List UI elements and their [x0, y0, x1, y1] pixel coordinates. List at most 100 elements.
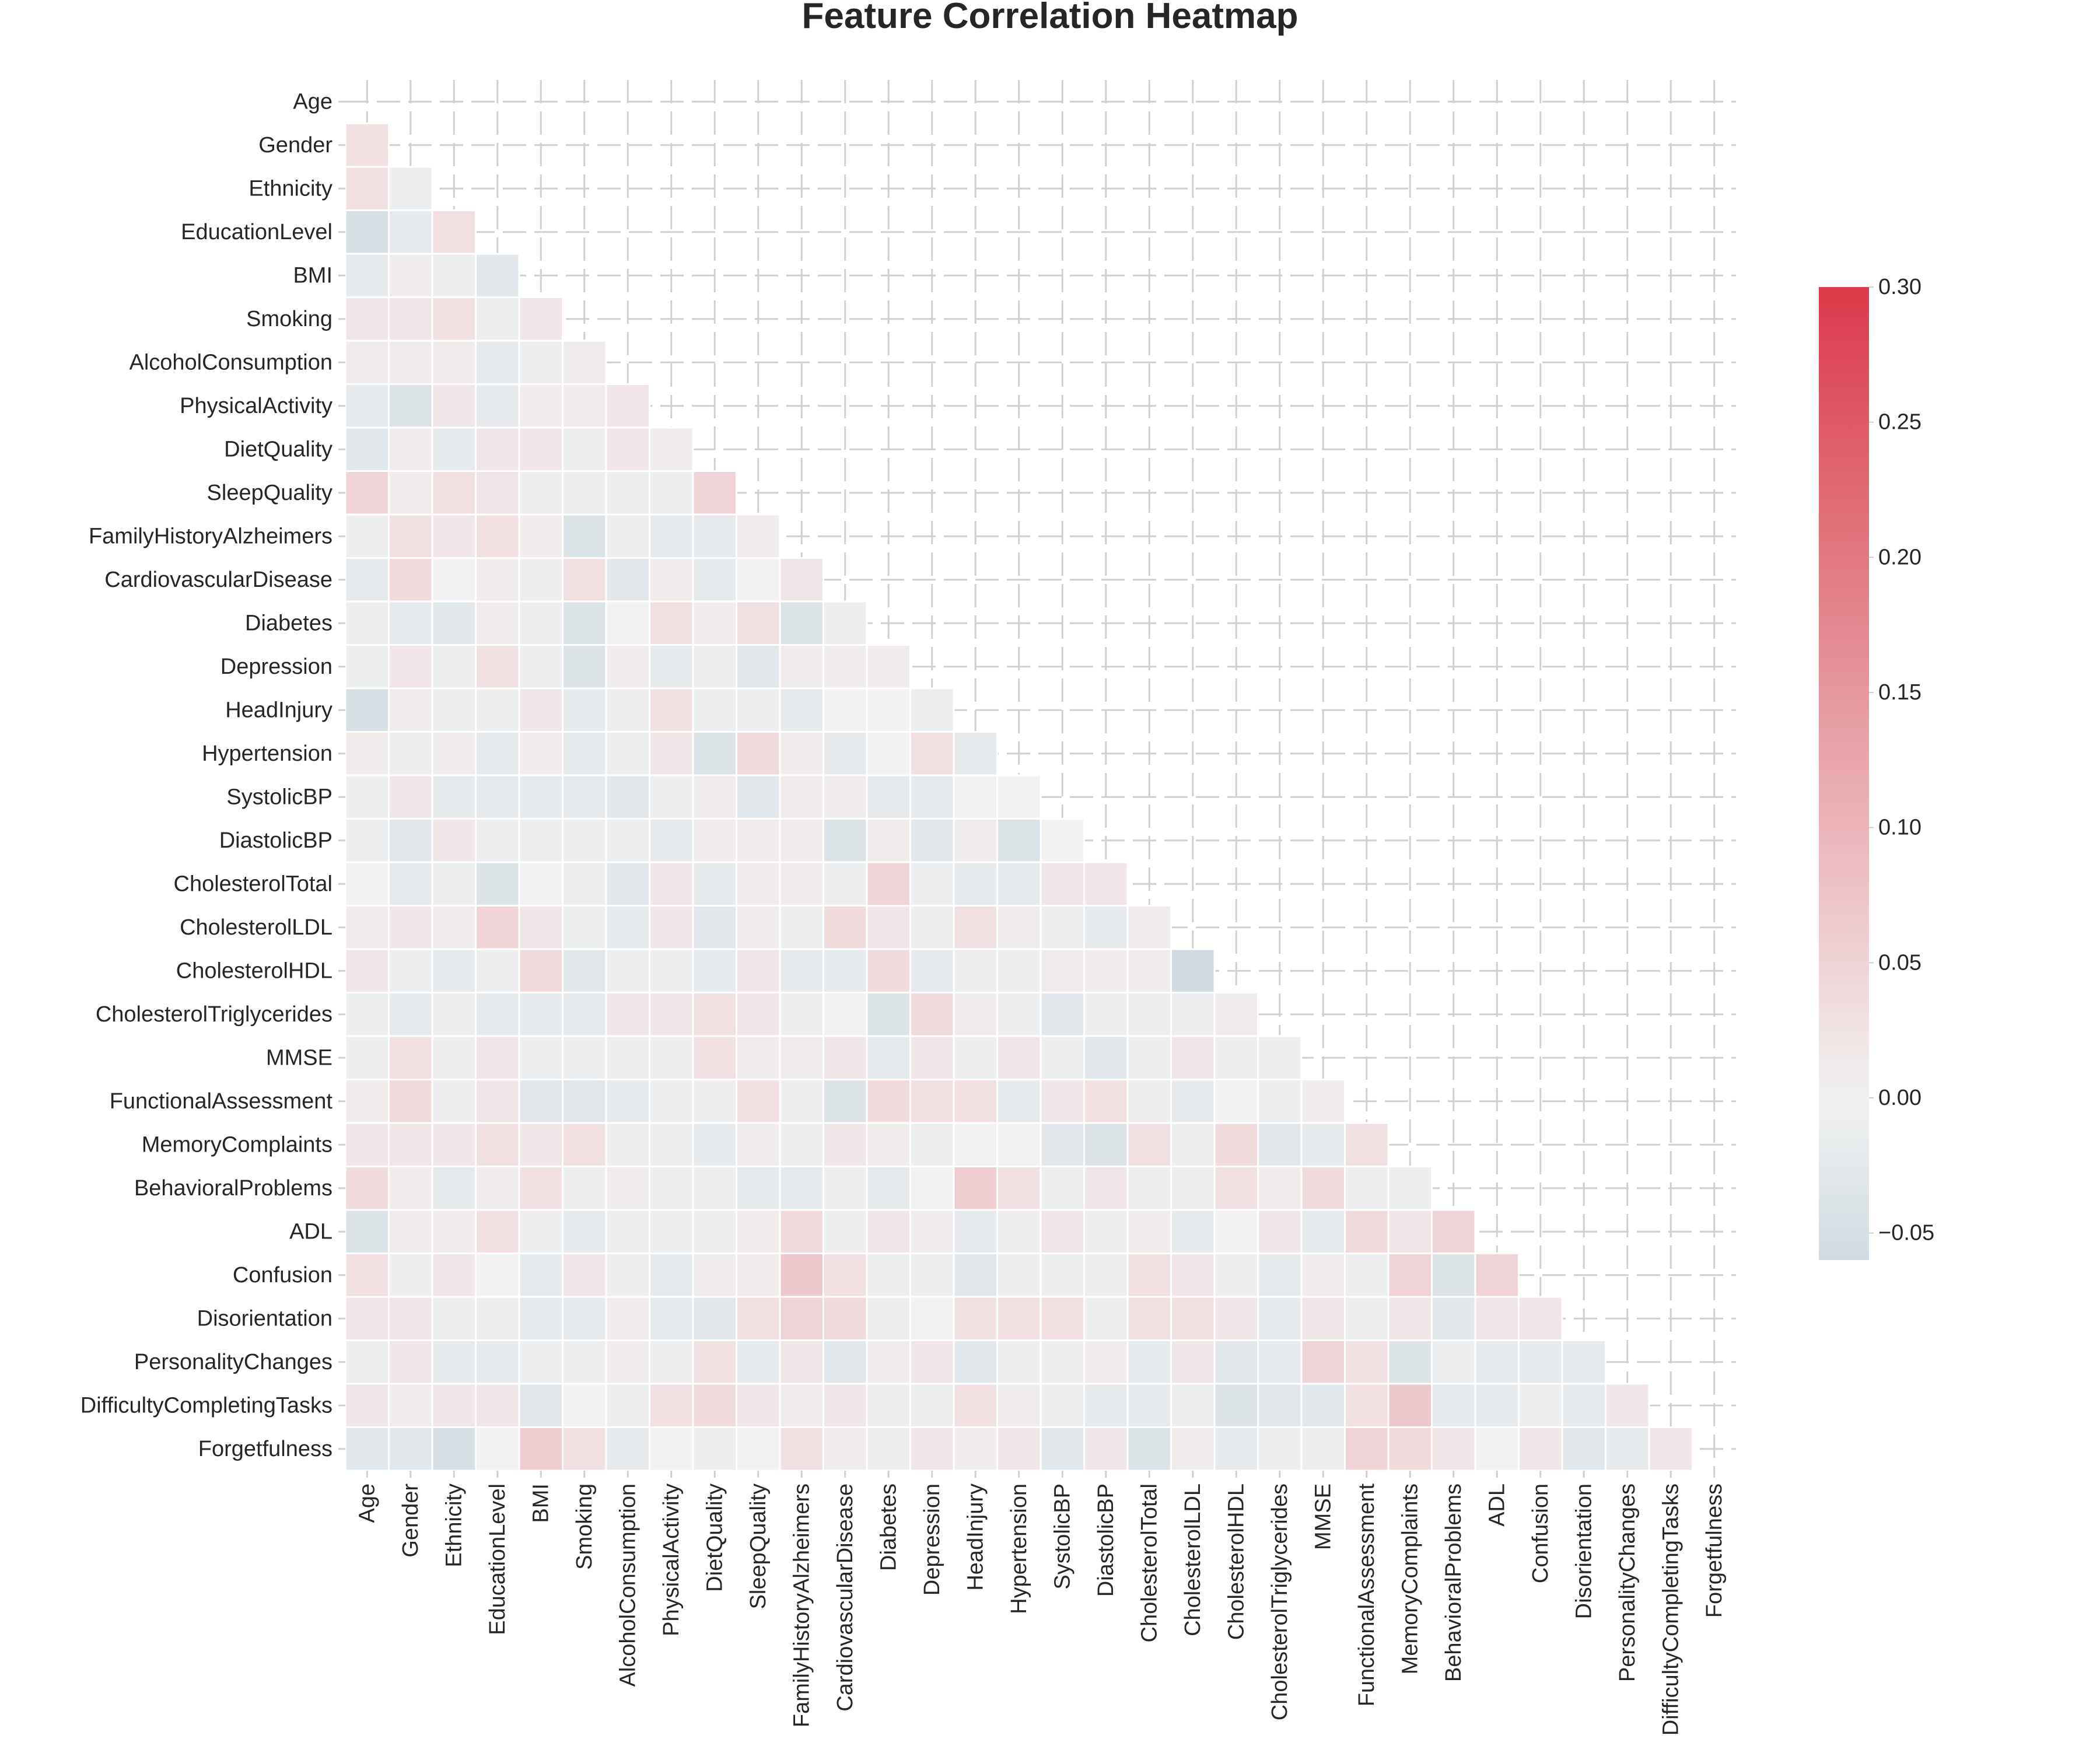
heatmap-cell — [1474, 1383, 1520, 1428]
heatmap-cell — [475, 1426, 520, 1472]
heatmap-cell — [1126, 992, 1172, 1037]
heatmap-cell — [996, 905, 1042, 950]
heatmap-cell — [518, 948, 564, 993]
heatmap-cell — [1126, 1426, 1172, 1472]
y-tick-label: MMSE — [266, 1045, 332, 1070]
heatmap-cell — [1126, 1035, 1172, 1080]
heatmap-cell — [431, 1426, 477, 1472]
heatmap-cell — [953, 1035, 998, 1080]
y-tick-label: Diabetes — [245, 611, 332, 635]
heatmap-cell — [909, 905, 955, 950]
heatmap-cell — [996, 1252, 1042, 1298]
heatmap-cell — [1300, 1122, 1346, 1167]
x-tick-label: FamilyHistoryAlzheimers — [789, 1483, 814, 1727]
y-tick-label: BMI — [293, 263, 332, 288]
heatmap-cell — [1518, 1383, 1563, 1428]
heatmap-cell — [779, 644, 824, 690]
heatmap-cell — [1126, 1166, 1172, 1211]
heatmap-cell — [518, 818, 564, 863]
heatmap-cell — [388, 1383, 433, 1428]
heatmap-cell — [1126, 1252, 1172, 1298]
y-tick-label: Smoking — [246, 307, 332, 331]
heatmap-cell — [779, 861, 824, 907]
heatmap-cell — [1083, 1122, 1129, 1167]
heatmap-cell — [562, 992, 607, 1037]
heatmap-cell — [388, 948, 433, 993]
heatmap-cell — [518, 470, 564, 516]
heatmap-cell — [1040, 1166, 1085, 1211]
heatmap-cell — [1387, 1209, 1433, 1254]
heatmap-cell — [1083, 1209, 1129, 1254]
heatmap-cell — [605, 905, 650, 950]
heatmap-cell — [388, 383, 433, 429]
heatmap-cell — [996, 1296, 1042, 1341]
heatmap-cell — [736, 1122, 781, 1167]
heatmap-cell — [605, 426, 650, 472]
x-tick-label: CholesterolHDL — [1224, 1483, 1248, 1640]
heatmap-cell — [1083, 1426, 1129, 1472]
colorbar-gradient — [1819, 287, 1869, 1260]
heatmap-cell — [1344, 1339, 1390, 1385]
heatmap-cell — [692, 644, 737, 690]
heatmap-cell — [866, 948, 911, 993]
x-tick-label: CholesterolLDL — [1181, 1483, 1205, 1636]
x-tick-label: Ethnicity — [442, 1483, 466, 1567]
y-tick-label: CholesterolTotal — [174, 872, 332, 896]
heatmap-cell — [736, 774, 781, 820]
heatmap-cell — [909, 774, 955, 820]
heatmap-cell — [692, 687, 737, 733]
heatmap-cell — [431, 731, 477, 776]
heatmap-cell — [388, 1252, 433, 1298]
heatmap-cell — [996, 1166, 1042, 1211]
heatmap-cell — [1387, 1426, 1433, 1472]
heatmap-cell — [431, 557, 477, 603]
heatmap-cell — [736, 818, 781, 863]
heatmap-cell — [736, 1296, 781, 1341]
heatmap-cell — [388, 1035, 433, 1080]
heatmap-cell — [866, 731, 911, 776]
heatmap-cell — [996, 1383, 1042, 1428]
heatmap-cell — [692, 1339, 737, 1385]
heatmap-cell — [475, 557, 520, 603]
heatmap-cell — [605, 1166, 650, 1211]
x-tick-label: CardiovascularDisease — [833, 1483, 858, 1712]
heatmap-cell — [649, 644, 694, 690]
heatmap-cell — [953, 1383, 998, 1428]
heatmap-cell — [736, 731, 781, 776]
heatmap-cell — [953, 774, 998, 820]
heatmap-cell — [562, 861, 607, 907]
heatmap-cell — [1040, 1252, 1085, 1298]
heatmap-cell — [431, 470, 477, 516]
heatmap-cell — [388, 296, 433, 342]
heatmap-cell — [692, 1166, 737, 1211]
heatmap-cell — [475, 1252, 520, 1298]
heatmap-cell — [475, 905, 520, 950]
heatmap-cell — [388, 905, 433, 950]
heatmap-cell — [344, 644, 390, 690]
heatmap-cell — [649, 992, 694, 1037]
heatmap-cell — [1170, 1079, 1216, 1124]
y-tick-label: CholesterolTriglycerides — [96, 1002, 332, 1027]
heatmap-cell — [822, 1296, 868, 1341]
heatmap-cell — [1040, 1209, 1085, 1254]
heatmap-cell — [388, 1079, 433, 1124]
heatmap-cell — [692, 600, 737, 646]
y-tick-labels: Age Gender Ethnicity EducationLevel BMI Smoki… — [80, 89, 345, 1461]
x-tick-label: DiastolicBP — [1094, 1483, 1118, 1597]
heatmap-cell — [909, 992, 955, 1037]
heatmap-cell — [1561, 1383, 1606, 1428]
heatmap-cell — [1300, 1383, 1346, 1428]
heatmap-cell — [1083, 1079, 1129, 1124]
heatmap-cell — [475, 340, 520, 385]
heatmap-cell — [431, 687, 477, 733]
heatmap-cell — [388, 1339, 433, 1385]
heatmap-cell — [344, 1339, 390, 1385]
heatmap-cell — [779, 687, 824, 733]
heatmap-cell — [996, 1426, 1042, 1472]
heatmap-cell — [736, 1209, 781, 1254]
heatmap-cell — [866, 992, 911, 1037]
heatmap-cell — [1040, 818, 1085, 863]
heatmap-cell — [518, 1209, 564, 1254]
heatmap-cell — [562, 1426, 607, 1472]
